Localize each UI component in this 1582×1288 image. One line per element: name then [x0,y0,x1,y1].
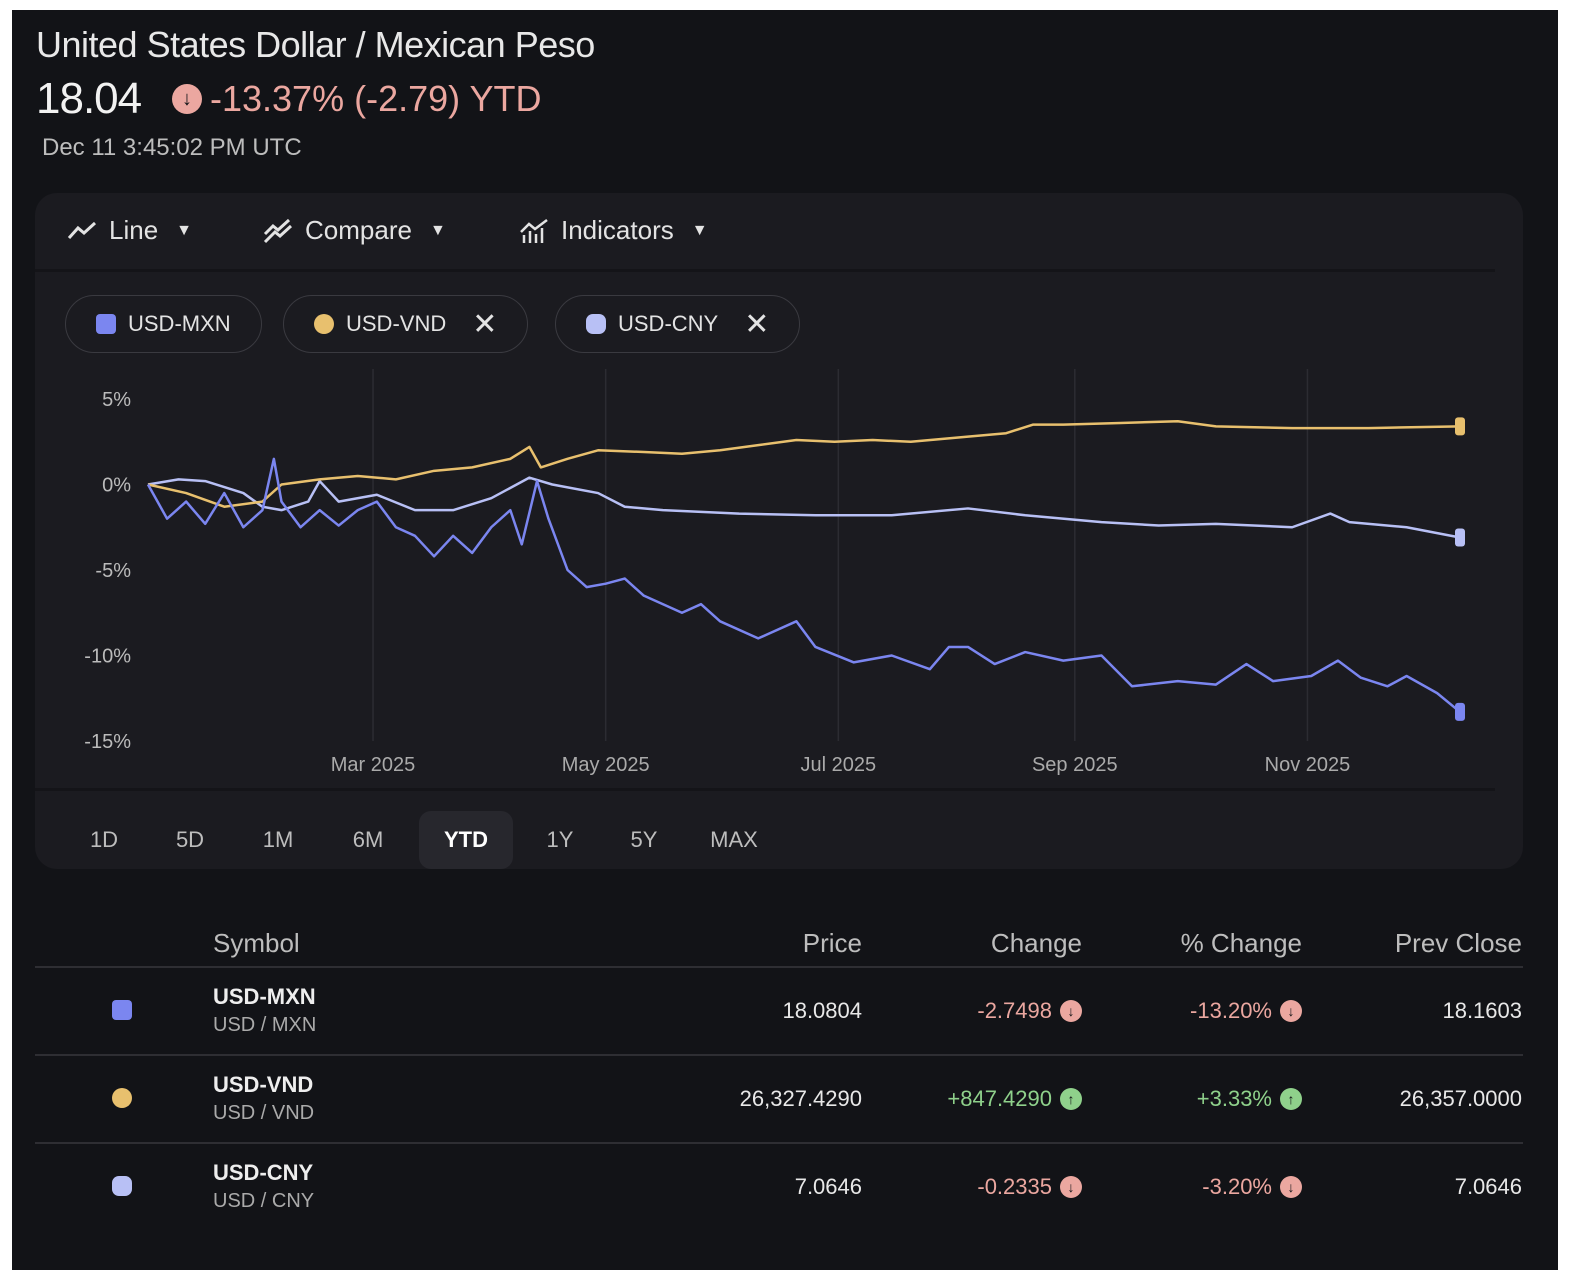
x-tick-label: May 2025 [562,754,650,776]
row-change: +847.4290 ↑ [947,1086,1082,1112]
range-6m[interactable]: 6M [352,827,384,852]
x-tick-label: Sep 2025 [1032,754,1118,776]
range-5d[interactable]: 5D [175,827,205,852]
chip-usd-mxn[interactable]: USD-MXN [65,295,262,353]
column-header: Price [802,928,862,958]
chip-label: USD-CNY [618,311,719,336]
rounded-swatch-icon [586,314,606,334]
series-line-usd-vnd [147,419,1461,508]
series-line-usd-cny [147,476,1461,539]
divider [35,966,1523,968]
row-pct: -13.20% ↓ [1190,998,1302,1024]
series-end-marker [1455,528,1465,547]
divider [35,1142,1523,1144]
row-change: -0.2335 ↓ [977,1174,1082,1200]
chart-card: Line ▼ Compare ▼ Indicators ▼ USD-MXN USD-V… [35,193,1523,869]
range-1d[interactable]: 1D [89,827,119,852]
compare-icon [263,218,293,243]
row-pair: USD / CNY [213,1190,315,1212]
column-header: % Change [1180,928,1302,958]
chart-type-label: Line [109,215,159,245]
arrow-down-icon: ↓ [1060,1000,1082,1022]
circle-swatch-icon [314,314,334,334]
timestamp: Dec 11 3:45:02 PM UTC [42,134,302,161]
row-symbol: USD-CNY [213,1160,314,1185]
chart-type-dropdown[interactable]: Line ▼ [67,215,192,246]
caret-down-icon: ▼ [691,221,708,239]
range-max[interactable]: MAX [710,827,758,852]
column-header: Symbol [213,928,300,958]
close-icon[interactable]: ✕ [472,307,498,341]
row-swatch-icon [112,1000,132,1020]
range-ytd[interactable]: YTD [419,811,513,869]
row-price: 26,327.4290 [739,1086,862,1111]
close-icon[interactable]: ✕ [744,307,770,341]
row-pct-value: -3.20% [1202,1174,1272,1199]
row-change-value: +847.4290 [947,1086,1052,1111]
row-change-value: -2.7498 [977,998,1052,1023]
caret-down-icon: ▼ [176,221,192,239]
row-prev-close: 26,357.0000 [1399,1086,1522,1111]
chip-label: USD-VND [346,311,447,336]
y-tick-label: -5% [95,560,131,582]
row-prev-close: 18.1603 [1442,998,1522,1023]
row-pct: -3.20% ↓ [1202,1174,1302,1200]
arrow-up-icon: ↑ [1280,1088,1302,1110]
row-pct: +3.33% ↑ [1197,1086,1302,1112]
divider [35,269,1495,272]
series-end-marker [1455,702,1465,721]
series-end-marker [1455,417,1465,436]
row-price: 18.0804 [782,998,862,1023]
series-line-usd-mxn [146,457,1461,713]
row-symbol: USD-MXN [213,984,316,1009]
arrow-down-icon: ↓ [1280,1000,1302,1022]
chip-usd-cny[interactable]: USD-CNY ✕ [555,295,801,353]
indicators-label: Indicators [561,215,674,245]
arrow-down-icon: ↓ [1060,1176,1082,1198]
current-price: 18.04 [36,74,142,123]
indicators-icon [520,218,548,243]
row-pair: USD / MXN [213,1014,317,1036]
column-header: Prev Close [1394,928,1522,958]
range-1m[interactable]: 1M [262,827,294,852]
caret-down-icon: ▼ [429,221,446,239]
row-change: -2.7498 ↓ [977,998,1082,1024]
row-change-value: -0.2335 [977,1174,1052,1199]
arrow-down-icon: ↓ [172,84,202,114]
row-swatch-icon [112,1176,132,1196]
page-title: United States Dollar / Mexican Peso [36,24,595,65]
x-tick-label: Jul 2025 [801,754,877,776]
row-pct-value: -13.20% [1190,998,1272,1023]
y-tick-label: 0% [102,475,131,497]
row-swatch-icon [112,1088,132,1108]
indicators-dropdown[interactable]: Indicators ▼ [519,215,708,246]
comparison-chart: Mar 2025 May 2025 Jul 2025 Sep 2025 Nov 2025… [84,369,1465,776]
quote-panel: United States Dollar / Mexican Peso 18.0… [12,10,1558,1270]
divider [35,1054,1523,1056]
compare-label: Compare [305,215,412,245]
row-symbol: USD-VND [213,1072,314,1097]
chip-label: USD-MXN [128,311,231,336]
range-1y[interactable]: 1Y [546,827,574,852]
x-tick-label: Nov 2025 [1265,754,1351,776]
range-5y[interactable]: 5Y [630,827,658,852]
y-tick-label: 5% [102,389,131,411]
square-swatch-icon [96,314,116,334]
chip-usd-vnd[interactable]: USD-VND ✕ [283,295,529,353]
row-pair: USD / VND [213,1102,315,1124]
y-tick-label: -15% [84,731,131,753]
ytd-change: ↓ -13.37% (-2.79) YTD [172,78,541,120]
row-prev-close: 7.0646 [1454,1174,1522,1199]
y-tick-label: -10% [84,646,131,668]
row-price: 7.0646 [794,1174,862,1199]
column-header: Change [990,928,1082,958]
x-tick-label: Mar 2025 [331,754,416,776]
divider [35,788,1495,791]
arrow-up-icon: ↑ [1060,1088,1082,1110]
ytd-change-text: -13.37% (-2.79) YTD [210,78,542,119]
line-chart-icon [67,221,97,239]
row-pct-value: +3.33% [1196,1086,1272,1111]
arrow-down-icon: ↓ [1280,1176,1302,1198]
compare-dropdown[interactable]: Compare ▼ [263,215,446,246]
